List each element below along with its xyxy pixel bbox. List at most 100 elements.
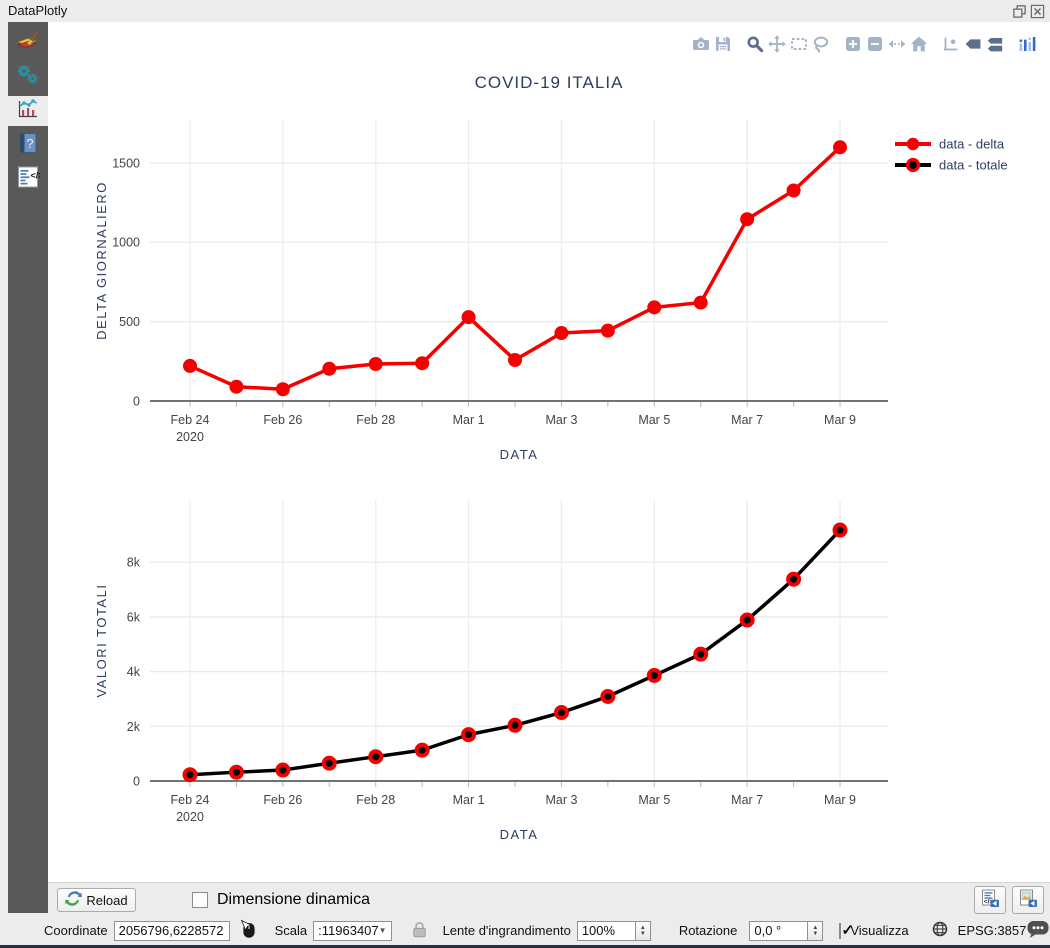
svg-text:1500: 1500 bbox=[112, 156, 140, 170]
lasso-select-icon[interactable] bbox=[810, 33, 832, 55]
rotazione-input[interactable] bbox=[749, 920, 808, 941]
delta-chart[interactable]: Feb 24 2020 Feb 26 Feb 28 Mar 1 Mar 3 Mar 5 Mar… bbox=[90, 110, 1040, 482]
svg-text:Mar 1: Mar 1 bbox=[453, 413, 485, 427]
plot-style-icon bbox=[16, 29, 40, 58]
window-title: DataPlotly bbox=[8, 3, 68, 18]
help-icon: ? bbox=[16, 131, 40, 160]
svg-text:Mar 5: Mar 5 bbox=[638, 413, 670, 427]
plotly-modebar bbox=[690, 33, 1038, 55]
plot-figure: COVID-19 ITALIA Feb 24 2020 Feb 26 Feb 28 Ma… bbox=[48, 22, 1050, 882]
svg-text:Feb 28: Feb 28 bbox=[356, 793, 395, 807]
globe-icon bbox=[931, 920, 949, 941]
sidebar-item-plot-canvas[interactable] bbox=[8, 96, 48, 126]
totale-chart[interactable]: Feb 24 2020 Feb 26 Feb 28 Mar 1 Mar 3 Mar 5 Mar… bbox=[90, 490, 1040, 862]
zoom-icon[interactable] bbox=[744, 33, 766, 55]
svg-text:Feb 28: Feb 28 bbox=[356, 413, 395, 427]
save-plot-icon[interactable] bbox=[712, 33, 734, 55]
svg-text:500: 500 bbox=[119, 315, 140, 329]
dimensione-dinamica-label: Dimensione dinamica bbox=[217, 891, 370, 908]
svg-text:Mar 9: Mar 9 bbox=[824, 413, 856, 427]
reload-label: Reload bbox=[86, 892, 128, 908]
window-bottom-edge bbox=[0, 945, 1050, 948]
dimensione-dinamica-checkbox[interactable] bbox=[192, 892, 208, 908]
lente-label: Lente d'ingrandimento bbox=[442, 923, 571, 938]
export-html-icon: </> bbox=[981, 889, 1000, 911]
autoscale-icon[interactable] bbox=[886, 33, 908, 55]
svg-text:</>: </> bbox=[31, 170, 41, 180]
sidebar-item-code[interactable]: </> bbox=[8, 164, 48, 194]
rotazione-spinbox[interactable]: ▲▼ bbox=[749, 920, 824, 941]
code-icon: </> bbox=[16, 165, 44, 194]
visualizza-label: Visualizza bbox=[850, 923, 909, 938]
toggle-spikelines-icon[interactable] bbox=[940, 33, 962, 55]
export-image-button[interactable] bbox=[1012, 886, 1044, 914]
legend-item-delta[interactable]: data - delta bbox=[895, 137, 1005, 152]
lente-spinbox[interactable]: ▲▼ bbox=[576, 920, 651, 941]
svg-text:1000: 1000 bbox=[112, 236, 140, 250]
plot-settings-icon bbox=[16, 63, 40, 92]
reset-axes-icon[interactable] bbox=[908, 33, 930, 55]
svg-text:Mar 5: Mar 5 bbox=[638, 793, 670, 807]
hover-closest-icon[interactable] bbox=[962, 33, 984, 55]
sidebar-item-plot-style[interactable] bbox=[8, 28, 48, 58]
hover-compare-icon[interactable] bbox=[984, 33, 1006, 55]
svg-text:Mar 1: Mar 1 bbox=[453, 793, 485, 807]
reload-button[interactable]: Reload bbox=[57, 888, 136, 912]
plugin-bottom-bar: Reload Dimensione dinamica </> bbox=[48, 882, 1050, 916]
export-html-button[interactable]: </> bbox=[974, 886, 1006, 914]
svg-text:0: 0 bbox=[133, 775, 140, 789]
svg-text:2k: 2k bbox=[127, 720, 141, 734]
export-image-icon bbox=[1019, 889, 1038, 911]
rotazione-label: Rotazione bbox=[678, 923, 738, 938]
epsg-label: EPSG:3857 bbox=[957, 923, 1027, 938]
svg-text:Mar 7: Mar 7 bbox=[731, 413, 763, 427]
svg-text:DELTA GIORNALIERO: DELTA GIORNALIERO bbox=[94, 181, 109, 340]
svg-text:Mar 7: Mar 7 bbox=[731, 793, 763, 807]
mouse-position-icon[interactable] bbox=[239, 919, 259, 943]
scala-combobox[interactable]: :11963407 ▼ bbox=[313, 920, 392, 941]
lock-scale-icon[interactable] bbox=[410, 920, 429, 942]
lente-input[interactable] bbox=[576, 920, 635, 941]
svg-text:6k: 6k bbox=[127, 610, 141, 624]
svg-text:data - totale: data - totale bbox=[939, 158, 1008, 173]
coordinate-label: Coordinate bbox=[44, 923, 108, 938]
svg-text:Feb 26: Feb 26 bbox=[263, 793, 302, 807]
plotly-logo-icon[interactable] bbox=[1016, 33, 1038, 55]
spinner-arrows-icon[interactable]: ▲ ▼ bbox=[634, 920, 651, 941]
download-png-icon[interactable] bbox=[690, 33, 712, 55]
svg-text:VALORI TOTALI: VALORI TOTALI bbox=[94, 584, 109, 698]
svg-text:8k: 8k bbox=[127, 556, 141, 570]
messages-bubble-icon[interactable] bbox=[1026, 918, 1050, 943]
svg-text:Mar 3: Mar 3 bbox=[545, 413, 577, 427]
reload-icon bbox=[65, 890, 83, 910]
svg-text:2020: 2020 bbox=[176, 810, 204, 824]
svg-text:Feb 26: Feb 26 bbox=[263, 413, 302, 427]
zoom-out-icon[interactable] bbox=[864, 33, 886, 55]
spinner-arrows-icon[interactable]: ▲ ▼ bbox=[807, 920, 824, 941]
sidebar-item-plot-settings[interactable] bbox=[8, 62, 48, 92]
svg-text:Mar 3: Mar 3 bbox=[545, 793, 577, 807]
zoom-in-icon[interactable] bbox=[842, 33, 864, 55]
float-window-icon[interactable] bbox=[1012, 4, 1027, 19]
svg-text:0: 0 bbox=[133, 395, 140, 409]
svg-text:DATA: DATA bbox=[500, 827, 539, 842]
svg-text:DATA: DATA bbox=[500, 447, 539, 462]
title-bar: DataPlotly bbox=[0, 0, 1050, 22]
pan-icon[interactable] bbox=[766, 33, 788, 55]
svg-text:data - delta: data - delta bbox=[939, 137, 1005, 152]
visualizza-checkbox[interactable] bbox=[839, 921, 854, 939]
status-bar: Coordinate Scala :11963407 ▼ Lente d'ing… bbox=[0, 916, 1050, 945]
svg-text:Feb 24: Feb 24 bbox=[171, 413, 210, 427]
scala-value: :11963407 bbox=[318, 923, 379, 938]
svg-text:</>: </> bbox=[983, 898, 993, 905]
box-select-icon[interactable] bbox=[788, 33, 810, 55]
coordinate-input[interactable] bbox=[113, 920, 230, 941]
legend-item-totale[interactable]: data - totale bbox=[895, 158, 1008, 173]
svg-text:Feb 24: Feb 24 bbox=[171, 793, 210, 807]
sidebar-item-help[interactable]: ? bbox=[8, 130, 48, 160]
close-icon[interactable] bbox=[1030, 4, 1045, 19]
svg-text:?: ? bbox=[26, 136, 33, 151]
svg-text:Mar 9: Mar 9 bbox=[824, 793, 856, 807]
svg-text:2020: 2020 bbox=[176, 430, 204, 444]
plot-canvas-icon bbox=[16, 97, 40, 126]
